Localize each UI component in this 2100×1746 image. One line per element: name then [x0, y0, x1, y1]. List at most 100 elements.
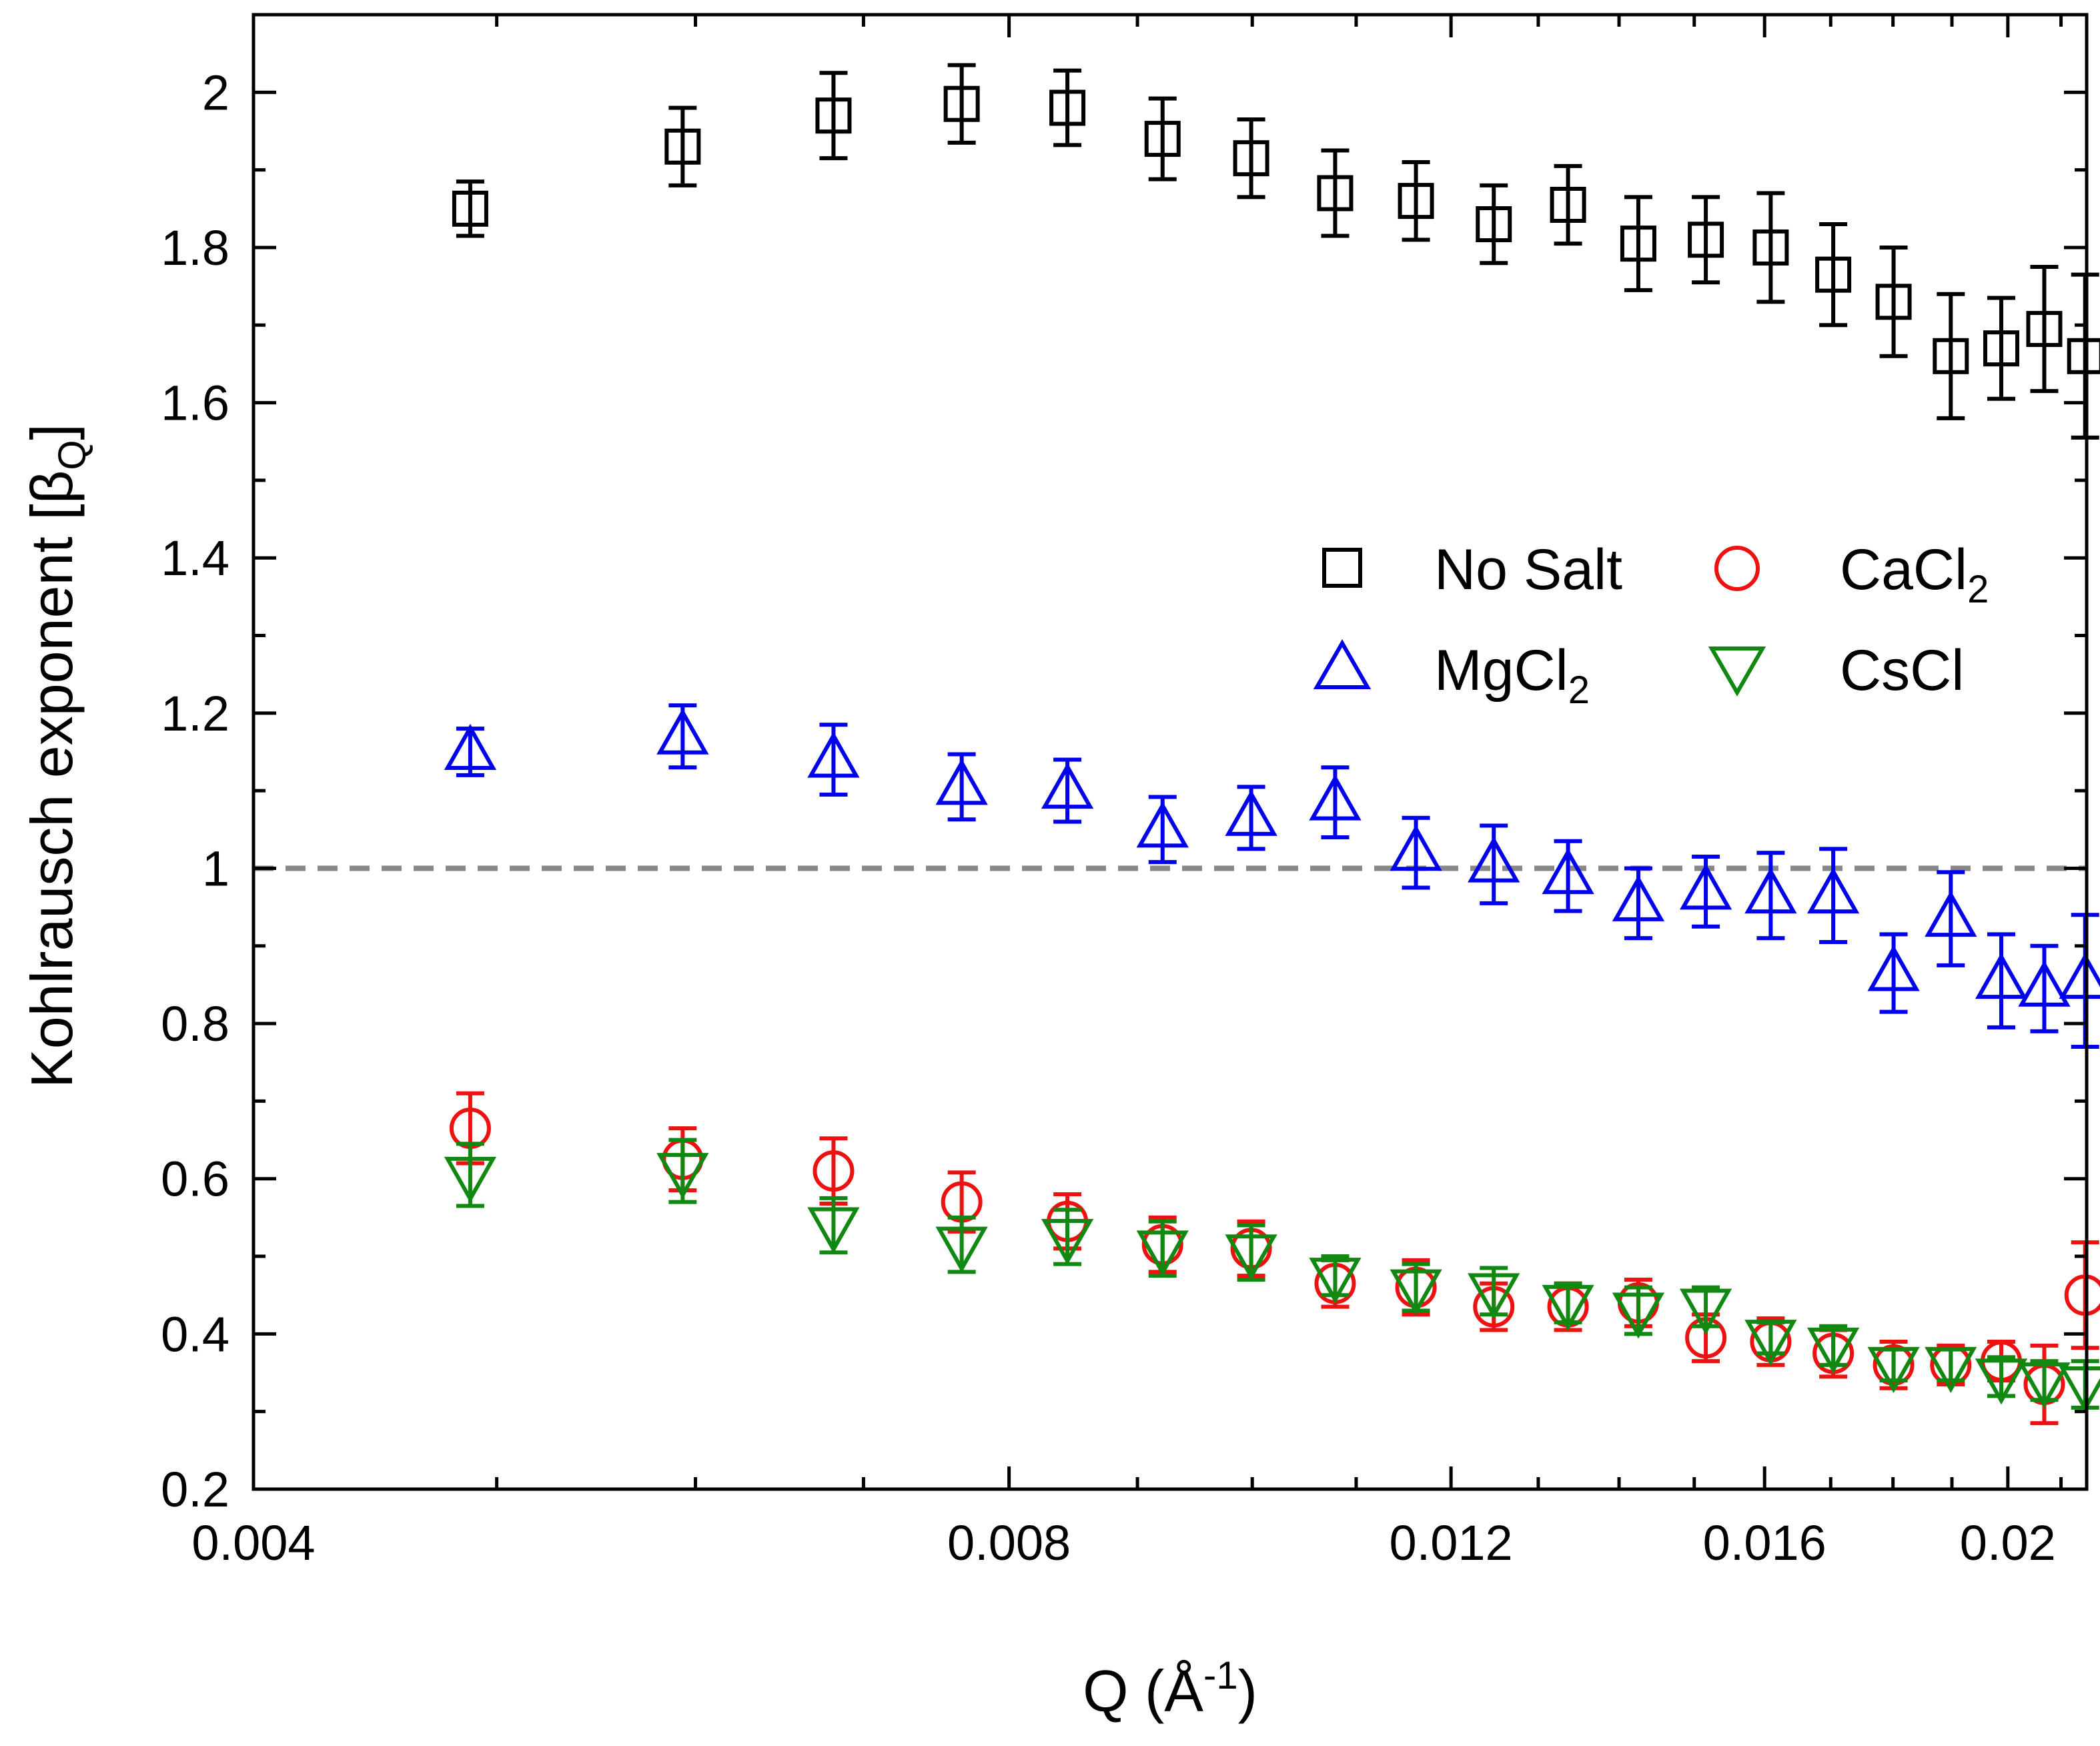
triangle-up-marker: [2018, 960, 2071, 1007]
data-point: [1317, 148, 1354, 238]
square-marker: [1688, 222, 1724, 258]
data-point: [1390, 1262, 1442, 1316]
legend-item-no-salt: No Salt: [1322, 538, 1622, 602]
data-point: [664, 105, 701, 187]
data-point: [1983, 296, 2019, 401]
triangle-down-marker: [1468, 1273, 1520, 1320]
data-point: [1233, 117, 1269, 199]
data-point: [1468, 823, 1520, 905]
triangle-down-marker: [1744, 1320, 1797, 1366]
triangle-down-marker: [1309, 1258, 1362, 1304]
data-point: [807, 723, 860, 797]
data-point: [1688, 195, 1724, 285]
x-tick-label: 0.012: [1390, 1515, 1513, 1571]
data-point: [1806, 1324, 1860, 1374]
triangle-up-marker: [1679, 863, 1732, 910]
triangle-up-marker: [1867, 945, 1920, 991]
y-tick-label: 1.2: [161, 686, 229, 741]
data-point: [1468, 1266, 1520, 1320]
x-tick-label: 0.02: [1960, 1515, 2056, 1571]
data-point: [935, 752, 988, 822]
triangle-up-marker: [1309, 774, 1362, 821]
triangle-up-marker: [1744, 867, 1797, 914]
data-point: [656, 703, 709, 770]
legend-triangle-up-marker: [1313, 638, 1372, 689]
triangle-down-marker: [1679, 1288, 1732, 1335]
triangle-up-marker: [935, 759, 988, 805]
y-tick-label: 1.8: [161, 220, 229, 276]
legend-label-cscl: CsCl: [1840, 638, 1964, 703]
data-point: [1398, 160, 1434, 242]
data-point: [1679, 855, 1732, 929]
square-marker: [1983, 330, 2019, 367]
square-marker: [1620, 226, 1656, 262]
data-point: [1975, 1355, 2028, 1405]
square-marker: [943, 85, 980, 122]
data-point: [1390, 815, 1442, 890]
data-point: [452, 179, 488, 238]
data-point: [1806, 847, 1860, 944]
data-point: [2018, 1359, 2071, 1409]
triangle-down-marker: [1975, 1358, 2028, 1405]
axes-layer: [251, 13, 2089, 1491]
square-marker: [452, 190, 488, 227]
data-point: [813, 1136, 855, 1206]
square-marker: [1398, 183, 1434, 220]
triangle-up-marker: [1612, 875, 1665, 921]
data-point: [1550, 163, 1586, 246]
y-tick-label: 0.8: [161, 996, 229, 1051]
square-marker: [1476, 206, 1512, 243]
legend-item-mgcl2: MgCl2: [1313, 638, 1590, 712]
y-tick-label: 0.2: [161, 1462, 229, 1517]
data-point: [1744, 1320, 1797, 1366]
triangle-down-marker: [1612, 1292, 1665, 1339]
triangle-down-marker: [1041, 1218, 1094, 1266]
y-tick-label: 0.4: [161, 1306, 229, 1362]
legend-item-cscl: CsCl: [1708, 638, 1964, 703]
square-marker: [1317, 175, 1354, 211]
triangle-up-marker: [1136, 801, 1189, 848]
data-point: [1542, 839, 1594, 913]
legend-label-cacl2: CaCl2: [1840, 538, 1989, 611]
square-marker: [815, 97, 852, 134]
data-point: [1309, 1254, 1362, 1304]
triangle-down-marker: [807, 1207, 860, 1254]
triangle-down-marker: [1136, 1230, 1189, 1277]
plot-frame: [251, 13, 2089, 1491]
data-point: [656, 1138, 709, 1204]
triangle-down-marker: [1806, 1327, 1860, 1374]
data-point: [2026, 265, 2063, 394]
data-point: [1136, 1219, 1189, 1278]
data-point: [1933, 292, 1969, 420]
data-point: [1041, 1208, 1094, 1266]
legend-item-cacl2: CaCl2: [1714, 538, 1989, 611]
circle-marker: [1873, 1344, 1915, 1386]
triangle-up-marker: [807, 731, 860, 778]
y-tick-label: 0.6: [161, 1152, 229, 1207]
triangle-down-marker: [1925, 1346, 1977, 1393]
legend-triangle-down-marker: [1708, 646, 1766, 697]
data-point: [1975, 932, 2028, 1029]
y-tick-label: 1.4: [161, 530, 229, 586]
data-point: [935, 1215, 988, 1274]
data-point: [1679, 1285, 1732, 1335]
data-point: [1875, 245, 1912, 358]
square-marker: [1550, 186, 1586, 223]
triangle-up-marker: [444, 723, 497, 770]
triangle-down-marker: [2018, 1362, 2071, 1409]
data-point: [1925, 1346, 1977, 1393]
data-point: [943, 63, 980, 145]
triangle-down-marker: [1542, 1284, 1594, 1331]
data-point: [1620, 195, 1656, 292]
data-point: [1867, 1346, 1920, 1393]
square-marker: [1815, 256, 1852, 293]
legend-label-no-salt: No Salt: [1434, 538, 1622, 602]
data-point: [1041, 757, 1094, 824]
data-point: [1925, 870, 1977, 967]
triangle-up-marker: [1542, 848, 1594, 895]
triangle-up-marker: [1390, 825, 1442, 871]
data-point: [1867, 932, 1920, 1014]
triangle-up-marker: [1041, 763, 1094, 809]
data-point: [1476, 183, 1512, 266]
